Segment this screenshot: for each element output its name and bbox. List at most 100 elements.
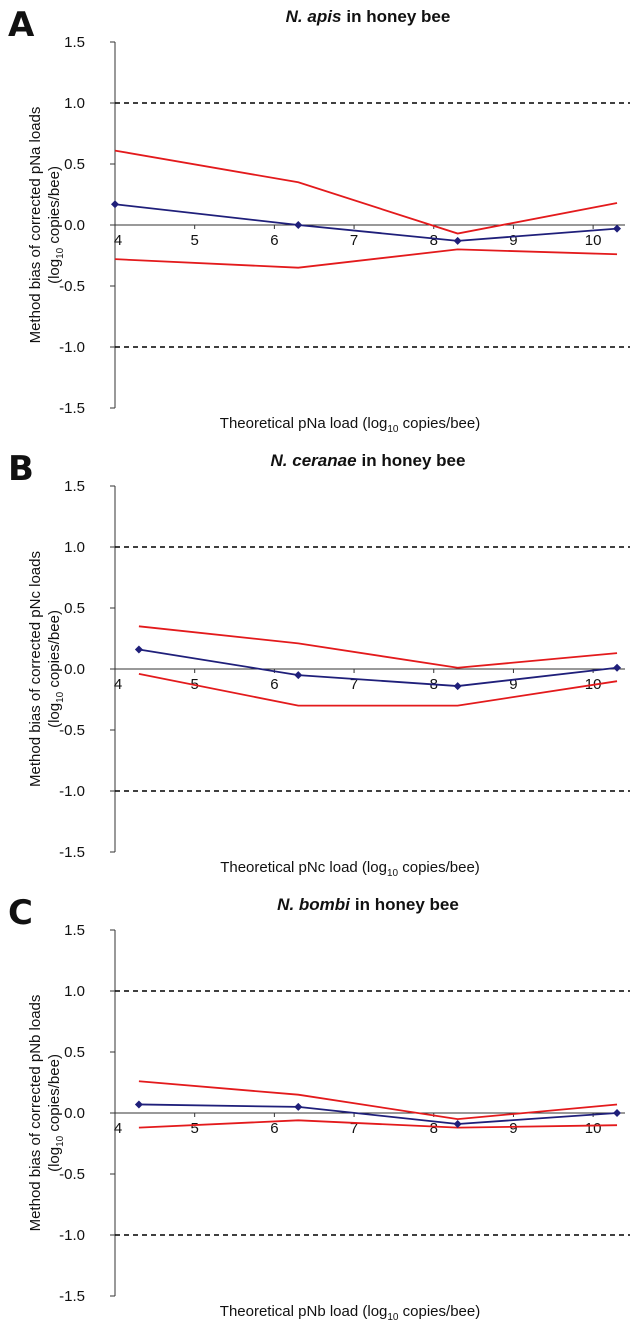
data-point [453, 236, 462, 245]
series-line [138, 1080, 618, 1121]
y-axis-label-line: Method bias of corrected pNb loads [27, 995, 44, 1232]
x-axis-label-text: Theoretical pNc load (log [220, 859, 387, 876]
series-line [114, 203, 618, 242]
y-tick-label: 1.5 [64, 478, 85, 495]
chart-title: N. ceranae in honey bee [271, 451, 466, 470]
data-point [294, 1102, 303, 1111]
series-line [138, 625, 618, 669]
data-point [111, 200, 119, 209]
x-axis-label-text: copies/bee) [399, 415, 481, 432]
y-axis-label-line-text: (log [46, 1147, 63, 1172]
data-point [613, 663, 622, 672]
y-axis-label-line-subscript: 10 [55, 1135, 66, 1147]
data-point [453, 682, 462, 691]
panel: C N. bombi in honey bee Method bias of corr… [8, 893, 630, 1323]
chart-title: N. apis in honey bee [286, 7, 451, 26]
panel: B N. ceranae in honey bee Method bias of co… [8, 449, 630, 879]
x-tick-label: 4 [114, 676, 122, 693]
data-point [134, 645, 143, 654]
y-tick-label: 0.5 [64, 156, 85, 173]
data-point [613, 1109, 622, 1117]
y-axis-label-line-text: (log [46, 703, 63, 728]
x-tick-label: 10 [585, 232, 602, 249]
title-text: in honey bee [355, 895, 459, 914]
y-axis-label-line-text: copies/bee) [46, 610, 63, 692]
x-tick-label: 6 [270, 232, 278, 249]
y-tick-label: 0.0 [64, 661, 85, 678]
y-axis-label-line: Method bias of corrected pNa loads [27, 107, 44, 344]
x-axis-label: Theoretical pNb load (log10 copies/bee) [220, 1303, 480, 1323]
chart-title: N. bombi in honey bee [277, 895, 459, 914]
series-line [138, 1119, 618, 1129]
data-point [613, 224, 622, 233]
title-text: in honey bee [362, 451, 466, 470]
series-line [138, 1103, 618, 1125]
y-tick-label: -1.5 [59, 1288, 85, 1305]
y-tick-label: -1.0 [59, 783, 85, 800]
x-tick-label: 7 [350, 676, 358, 693]
x-tick-label: 6 [270, 676, 278, 693]
y-axis-label-line: (log10 copies/bee) [46, 1054, 66, 1172]
x-tick-label: 4 [114, 232, 122, 249]
x-axis-label-subscript: 10 [387, 1312, 399, 1323]
x-tick-label: 7 [350, 232, 358, 249]
y-tick-label: 1.0 [64, 95, 85, 112]
y-tick-label: 1.5 [64, 34, 85, 51]
x-tick-label: 9 [509, 676, 517, 693]
x-axis-label-text: copies/bee) [399, 1303, 481, 1320]
y-tick-label: -1.5 [59, 400, 85, 417]
y-axis-label: Method bias of corrected pNc loads (log10… [27, 551, 66, 787]
title-italic: N. apis [286, 7, 342, 26]
x-axis-label-text: Theoretical pNb load (log [220, 1303, 388, 1320]
y-axis-label-line: Method bias of corrected pNc loads [27, 551, 44, 787]
x-tick-label: 8 [430, 232, 438, 249]
x-axis-label-subscript: 10 [387, 868, 399, 879]
x-axis-label-text: copies/bee) [398, 859, 480, 876]
y-tick-label: 1.0 [64, 983, 85, 1000]
panel: A N. apis in honey bee Method bias of corre… [8, 5, 630, 435]
x-axis-label: Theoretical pNa load (log10 copies/bee) [220, 415, 480, 435]
data-point [294, 221, 303, 229]
y-axis-label-line-subscript: 10 [55, 691, 66, 703]
x-tick-label: 9 [509, 232, 517, 249]
title-text: in honey bee [346, 7, 450, 26]
y-tick-label: -1.0 [59, 339, 85, 356]
series-line [114, 149, 618, 235]
series-line [114, 248, 618, 269]
x-tick-label: 10 [585, 1120, 602, 1137]
y-tick-label: -0.5 [59, 278, 85, 295]
x-axis-label-text: Theoretical pNa load (log [220, 415, 388, 432]
y-tick-label: -1.0 [59, 1227, 85, 1244]
y-axis-label-line-text: copies/bee) [46, 166, 63, 248]
y-tick-label: 0.0 [64, 217, 85, 234]
y-tick-label: 0.5 [64, 600, 85, 617]
y-axis-label: Method bias of corrected pNb loads (log10… [27, 995, 66, 1232]
data-point [294, 671, 303, 680]
x-tick-label: 7 [350, 1120, 358, 1137]
x-tick-label: 5 [191, 232, 199, 249]
series-line [138, 672, 618, 707]
title-italic: N. ceranae [271, 451, 357, 470]
x-tick-label: 5 [191, 1120, 199, 1137]
y-tick-label: 0.0 [64, 1105, 85, 1122]
y-axis-label-line: (log10 copies/bee) [46, 610, 66, 728]
y-tick-label: 0.5 [64, 1044, 85, 1061]
series-line [138, 648, 618, 687]
x-tick-label: 6 [270, 1120, 278, 1137]
y-tick-label: -1.5 [59, 844, 85, 861]
y-tick-label: -0.5 [59, 1166, 85, 1183]
panel-letter: A [8, 5, 35, 45]
y-axis-label: Method bias of corrected pNa loads (log10… [27, 107, 66, 344]
title-italic: N. bombi [277, 895, 351, 914]
x-tick-label: 4 [114, 1120, 122, 1137]
panel-letter: C [8, 893, 33, 933]
y-axis-label-line-subscript: 10 [55, 247, 66, 259]
panel-letter: B [8, 449, 34, 489]
x-tick-label: 9 [509, 1120, 517, 1137]
x-axis-label-subscript: 10 [387, 424, 399, 435]
y-tick-label: -0.5 [59, 722, 85, 739]
x-axis-label: Theoretical pNc load (log10 copies/bee) [220, 859, 480, 879]
data-point [134, 1100, 143, 1109]
